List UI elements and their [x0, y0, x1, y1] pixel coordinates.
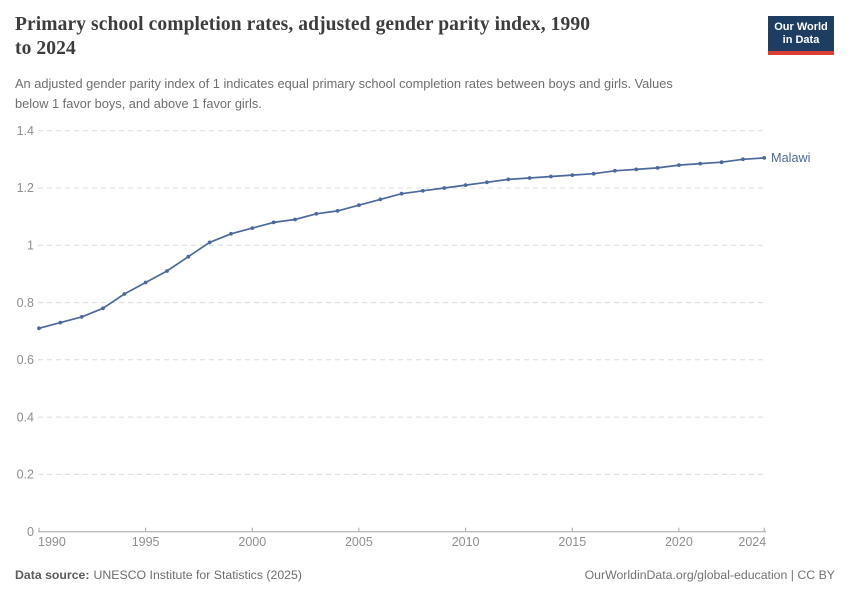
data-point[interactable]: [442, 186, 447, 190]
data-point[interactable]: [250, 226, 255, 230]
data-point[interactable]: [357, 203, 361, 208]
data-point[interactable]: [463, 183, 468, 187]
data-point[interactable]: [527, 176, 532, 180]
y-axis-tick-label: 1: [27, 239, 34, 253]
data-point[interactable]: [335, 209, 340, 213]
data-point[interactable]: [101, 306, 105, 311]
data-point[interactable]: [613, 168, 617, 173]
chart-subtitle: An adjusted gender parity index of 1 ind…: [15, 74, 673, 113]
data-point[interactable]: [207, 240, 212, 245]
x-axis-tick-label: 1995: [132, 535, 160, 549]
data-point[interactable]: [79, 315, 84, 319]
data-point[interactable]: [378, 197, 383, 202]
chart-subtitle-line1: An adjusted gender parity index of 1 ind…: [15, 76, 673, 91]
data-source: Data source: UNESCO Institute for Statist…: [15, 568, 302, 582]
data-point[interactable]: [634, 167, 639, 172]
data-source-label: Data source:: [15, 568, 90, 582]
x-axis-tick-label: 2015: [558, 535, 586, 549]
data-point[interactable]: [399, 191, 404, 196]
y-axis-tick-label: 0.8: [17, 296, 34, 310]
data-point[interactable]: [549, 174, 553, 179]
data-point[interactable]: [229, 231, 233, 236]
x-axis-tick-label: 1990: [38, 535, 66, 549]
data-point[interactable]: [698, 161, 703, 166]
page-title: Primary school completion rates, adjuste…: [15, 13, 590, 60]
data-point[interactable]: [570, 173, 575, 177]
data-point[interactable]: [122, 292, 127, 296]
data-point[interactable]: [591, 171, 596, 176]
data-point[interactable]: [58, 320, 63, 325]
data-point[interactable]: [677, 163, 681, 167]
chart-footer: Data source: UNESCO Institute for Statist…: [15, 568, 835, 582]
data-point[interactable]: [719, 160, 724, 165]
y-axis-tick-label: 1.2: [17, 181, 34, 195]
y-axis-tick-label: 0.4: [17, 410, 34, 424]
x-axis-tick-label: 2024: [738, 535, 766, 549]
owid-logo-line1: Our World: [774, 21, 828, 33]
footer-separator: |: [787, 568, 798, 582]
data-point[interactable]: [741, 157, 745, 162]
data-point[interactable]: [293, 217, 297, 222]
line-chart-canvas[interactable]: 0 0.2 0.4 0.6 0.8 1 1.2 1.4 1990 1995 2000 2005 2010…: [0, 115, 850, 560]
footer-attribution: OurWorldinData.org/global-education | CC…: [585, 568, 835, 582]
data-point[interactable]: [143, 280, 148, 285]
data-point[interactable]: [165, 269, 169, 273]
y-axis-tick-label: 0: [27, 525, 34, 539]
data-point[interactable]: [421, 188, 425, 193]
series-label-malawi[interactable]: Malawi: [771, 151, 810, 165]
footer-link[interactable]: OurWorldinData.org/global-education: [584, 568, 788, 582]
data-point[interactable]: [314, 211, 319, 216]
data-point[interactable]: [655, 166, 660, 170]
x-axis-tick-label: 2020: [665, 535, 693, 549]
data-point[interactable]: [506, 177, 511, 182]
data-source-value: UNESCO Institute for Statistics (2025): [93, 568, 302, 582]
data-point[interactable]: [186, 254, 191, 259]
data-point[interactable]: [271, 220, 276, 225]
footer-license: CC BY: [797, 568, 835, 582]
x-axis-tick-label: 2005: [345, 535, 373, 549]
page-title-line2: to 2024: [15, 37, 76, 59]
data-point[interactable]: [37, 326, 41, 331]
owid-logo-line2: in Data: [782, 34, 820, 46]
y-axis-tick-label: 0.6: [17, 353, 34, 367]
y-axis-tick-label: 1.4: [17, 124, 34, 138]
page-title-line1: Primary school completion rates, adjuste…: [15, 14, 591, 35]
x-axis-tick-label: 2000: [238, 535, 266, 549]
data-point[interactable]: [762, 156, 767, 160]
x-axis-tick-label: 2010: [452, 535, 480, 549]
owid-logo[interactable]: Our World in Data: [768, 16, 834, 55]
data-point[interactable]: [485, 180, 489, 185]
y-axis-tick-label: 0.2: [17, 468, 34, 482]
chart-subtitle-line2: below 1 favor boys, and above 1 favor gi…: [15, 95, 262, 111]
